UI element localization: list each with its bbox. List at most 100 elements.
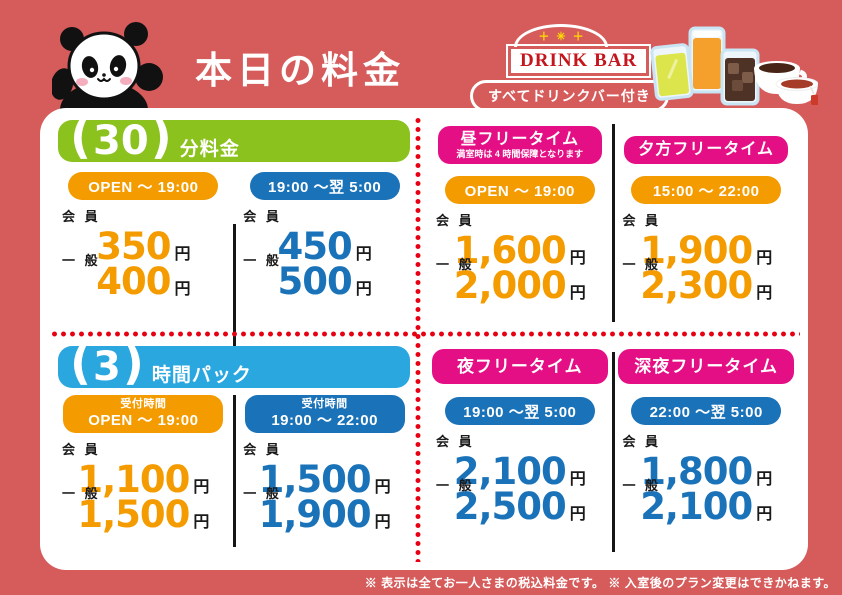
time-pill: 19:00 ～翌 5:00 (249, 172, 400, 200)
sparkle-icon: ✳ (556, 30, 566, 43)
general-price: 500 円 (239, 263, 410, 300)
yen-suffix: 円 (756, 506, 773, 523)
drink-glasses-icon (650, 26, 818, 106)
yen-suffix: 円 (756, 471, 773, 488)
page-title: 本日の料金 (195, 51, 405, 92)
general-price-value: 500 (277, 260, 353, 303)
plan-title: 夜フリータイム (456, 356, 583, 376)
price-column-latenight-freetime: 深夜フリータイム 22:00 ～翌 5:00 会 員 1,800 円 一 般 2,… (618, 348, 795, 525)
member-label: 会 員 (243, 209, 282, 224)
banner-label: 分料金 (179, 138, 240, 160)
banner-label: 時間パック (151, 364, 252, 386)
member-price: 350 円 (58, 228, 229, 265)
plan-title: 深夜フリータイム (634, 356, 779, 376)
member-label: 会 員 (622, 434, 662, 449)
plan-header: 深夜フリータイム (618, 348, 795, 384)
drink-bar-sign: ＋ ✳ ＋ DRINK BAR すべてドリンクバー付き (470, 24, 669, 112)
member-price: 1,100 円 (58, 461, 229, 498)
price-column-evening-freetime: 夕方フリータイム 15:00 ～ 22:00 会 員 1,900 円 一 般 2,… (618, 118, 794, 304)
general-label: 一 般 (243, 253, 282, 268)
general-price: 2,100 円 (618, 488, 794, 525)
banner-paren: ) (150, 120, 172, 162)
sparkle-icon: ＋ (538, 30, 550, 43)
price-column-night-freetime: 夜フリータイム 19:00 ～翌 5:00 会 員 2,100 円 一 般 2,5… (431, 348, 608, 525)
time-pill: OPEN ～ 19:00 (444, 176, 595, 204)
yen-suffix: 円 (569, 471, 586, 488)
banner-number: 30 (93, 120, 149, 162)
column-divider (233, 395, 236, 547)
general-price: 1,900 円 (239, 496, 410, 533)
section-banner-30min: (30) 分料金 (58, 120, 410, 162)
reception-label: 受付時間 (301, 398, 348, 411)
general-price-value: 2,100 (640, 485, 753, 528)
plan-header: 夜フリータイム (431, 348, 608, 384)
general-price: 1,500 円 (58, 496, 229, 533)
general-price: 2,000 円 (432, 267, 608, 304)
plan-header: 夕方フリータイム (624, 136, 789, 164)
member-price: 1,500 円 (239, 461, 410, 498)
horizontal-dotted-divider (50, 330, 800, 338)
general-price-value: 1,500 (77, 493, 190, 536)
member-price-value: 1,900 (640, 229, 753, 272)
general-price-value: 2,000 (453, 264, 567, 307)
yen-suffix: 円 (374, 479, 391, 496)
time-pill: OPEN ～ 19:00 (68, 172, 219, 200)
time-pill: 22:00 ～翌 5:00 (631, 397, 782, 425)
general-price-value: 2,300 (640, 264, 753, 307)
member-price-value: 1,100 (77, 458, 190, 501)
price-column-day: 受付時間 OPEN ～ 19:00 会 員 1,100 円 一 般 1,500 円 (58, 395, 229, 533)
price-column-day: OPEN ～ 19:00 会 員 350 円 一 般 400 円 (58, 172, 229, 300)
member-label: 会 員 (436, 213, 475, 228)
drink-bar-label: DRINK BAR (511, 49, 647, 73)
yen-suffix: 円 (355, 281, 372, 298)
general-label: 一 般 (62, 486, 101, 501)
plan-note: 満室時は 4 時間保障となります (456, 149, 584, 160)
banner-paren: ( (70, 120, 92, 162)
member-price-value: 350 (96, 225, 171, 268)
yen-suffix: 円 (174, 246, 191, 263)
member-label: 会 員 (243, 442, 282, 457)
member-price-value: 1,800 (640, 450, 753, 493)
drink-bar-signboard: DRINK BAR (506, 44, 652, 78)
member-label: 会 員 (62, 209, 101, 224)
member-price: 1,600 円 (432, 232, 608, 269)
general-label: 一 般 (622, 257, 662, 272)
yen-suffix: 円 (374, 514, 391, 531)
section-day-freetime: 昼フリータイム 満室時は 4 時間保障となります OPEN ～ 19:00 会 … (432, 118, 794, 328)
column-divider (612, 352, 615, 552)
member-price: 1,900 円 (618, 232, 794, 269)
reception-label: 受付時間 (120, 398, 167, 411)
banner-paren: ( (70, 346, 92, 388)
general-label: 一 般 (436, 257, 475, 272)
yen-suffix: 円 (569, 250, 586, 267)
yen-suffix: 円 (569, 506, 586, 523)
time-pill: 受付時間 19:00 ～ 22:00 (244, 395, 405, 433)
panda-icon (52, 22, 163, 114)
time-pill: 受付時間 OPEN ～ 19:00 (63, 395, 224, 433)
price-column-night: 19:00 ～翌 5:00 会 員 450 円 一 般 500 円 (239, 172, 410, 300)
general-price-value: 2,500 (453, 485, 567, 528)
yen-suffix: 円 (756, 250, 773, 267)
banner-number: 3 (93, 346, 121, 388)
member-price: 450 円 (239, 228, 410, 265)
plan-header: 昼フリータイム 満室時は 4 時間保障となります (437, 126, 602, 164)
member-price: 1,800 円 (618, 453, 794, 490)
vertical-dotted-divider (414, 116, 422, 562)
member-label: 会 員 (622, 213, 662, 228)
time-pill: 15:00 ～ 22:00 (631, 176, 782, 204)
member-price: 2,100 円 (432, 453, 608, 490)
section-night-freetime: 夜フリータイム 19:00 ～翌 5:00 会 員 2,100 円 一 般 2,5… (431, 348, 795, 560)
member-price-value: 450 (277, 225, 353, 268)
time-pill: 19:00 ～翌 5:00 (444, 397, 595, 425)
general-price: 2,300 円 (618, 267, 794, 304)
yen-suffix: 円 (355, 246, 372, 263)
footer-note: ※ 表示は全てお一人さまの税込料金です。 ※ 入室後のプラン変更はできかねます。 (364, 576, 836, 590)
member-label: 会 員 (62, 442, 101, 457)
general-price-value: 1,900 (258, 493, 372, 536)
price-column-night: 受付時間 19:00 ～ 22:00 会 員 1,500 円 一 般 1,900 円 (239, 395, 410, 533)
price-column-noon-freetime: 昼フリータイム 満室時は 4 時間保障となります OPEN ～ 19:00 会 … (432, 118, 608, 304)
yen-suffix: 円 (193, 479, 210, 496)
general-price: 2,500 円 (432, 488, 608, 525)
yen-suffix: 円 (756, 285, 773, 302)
